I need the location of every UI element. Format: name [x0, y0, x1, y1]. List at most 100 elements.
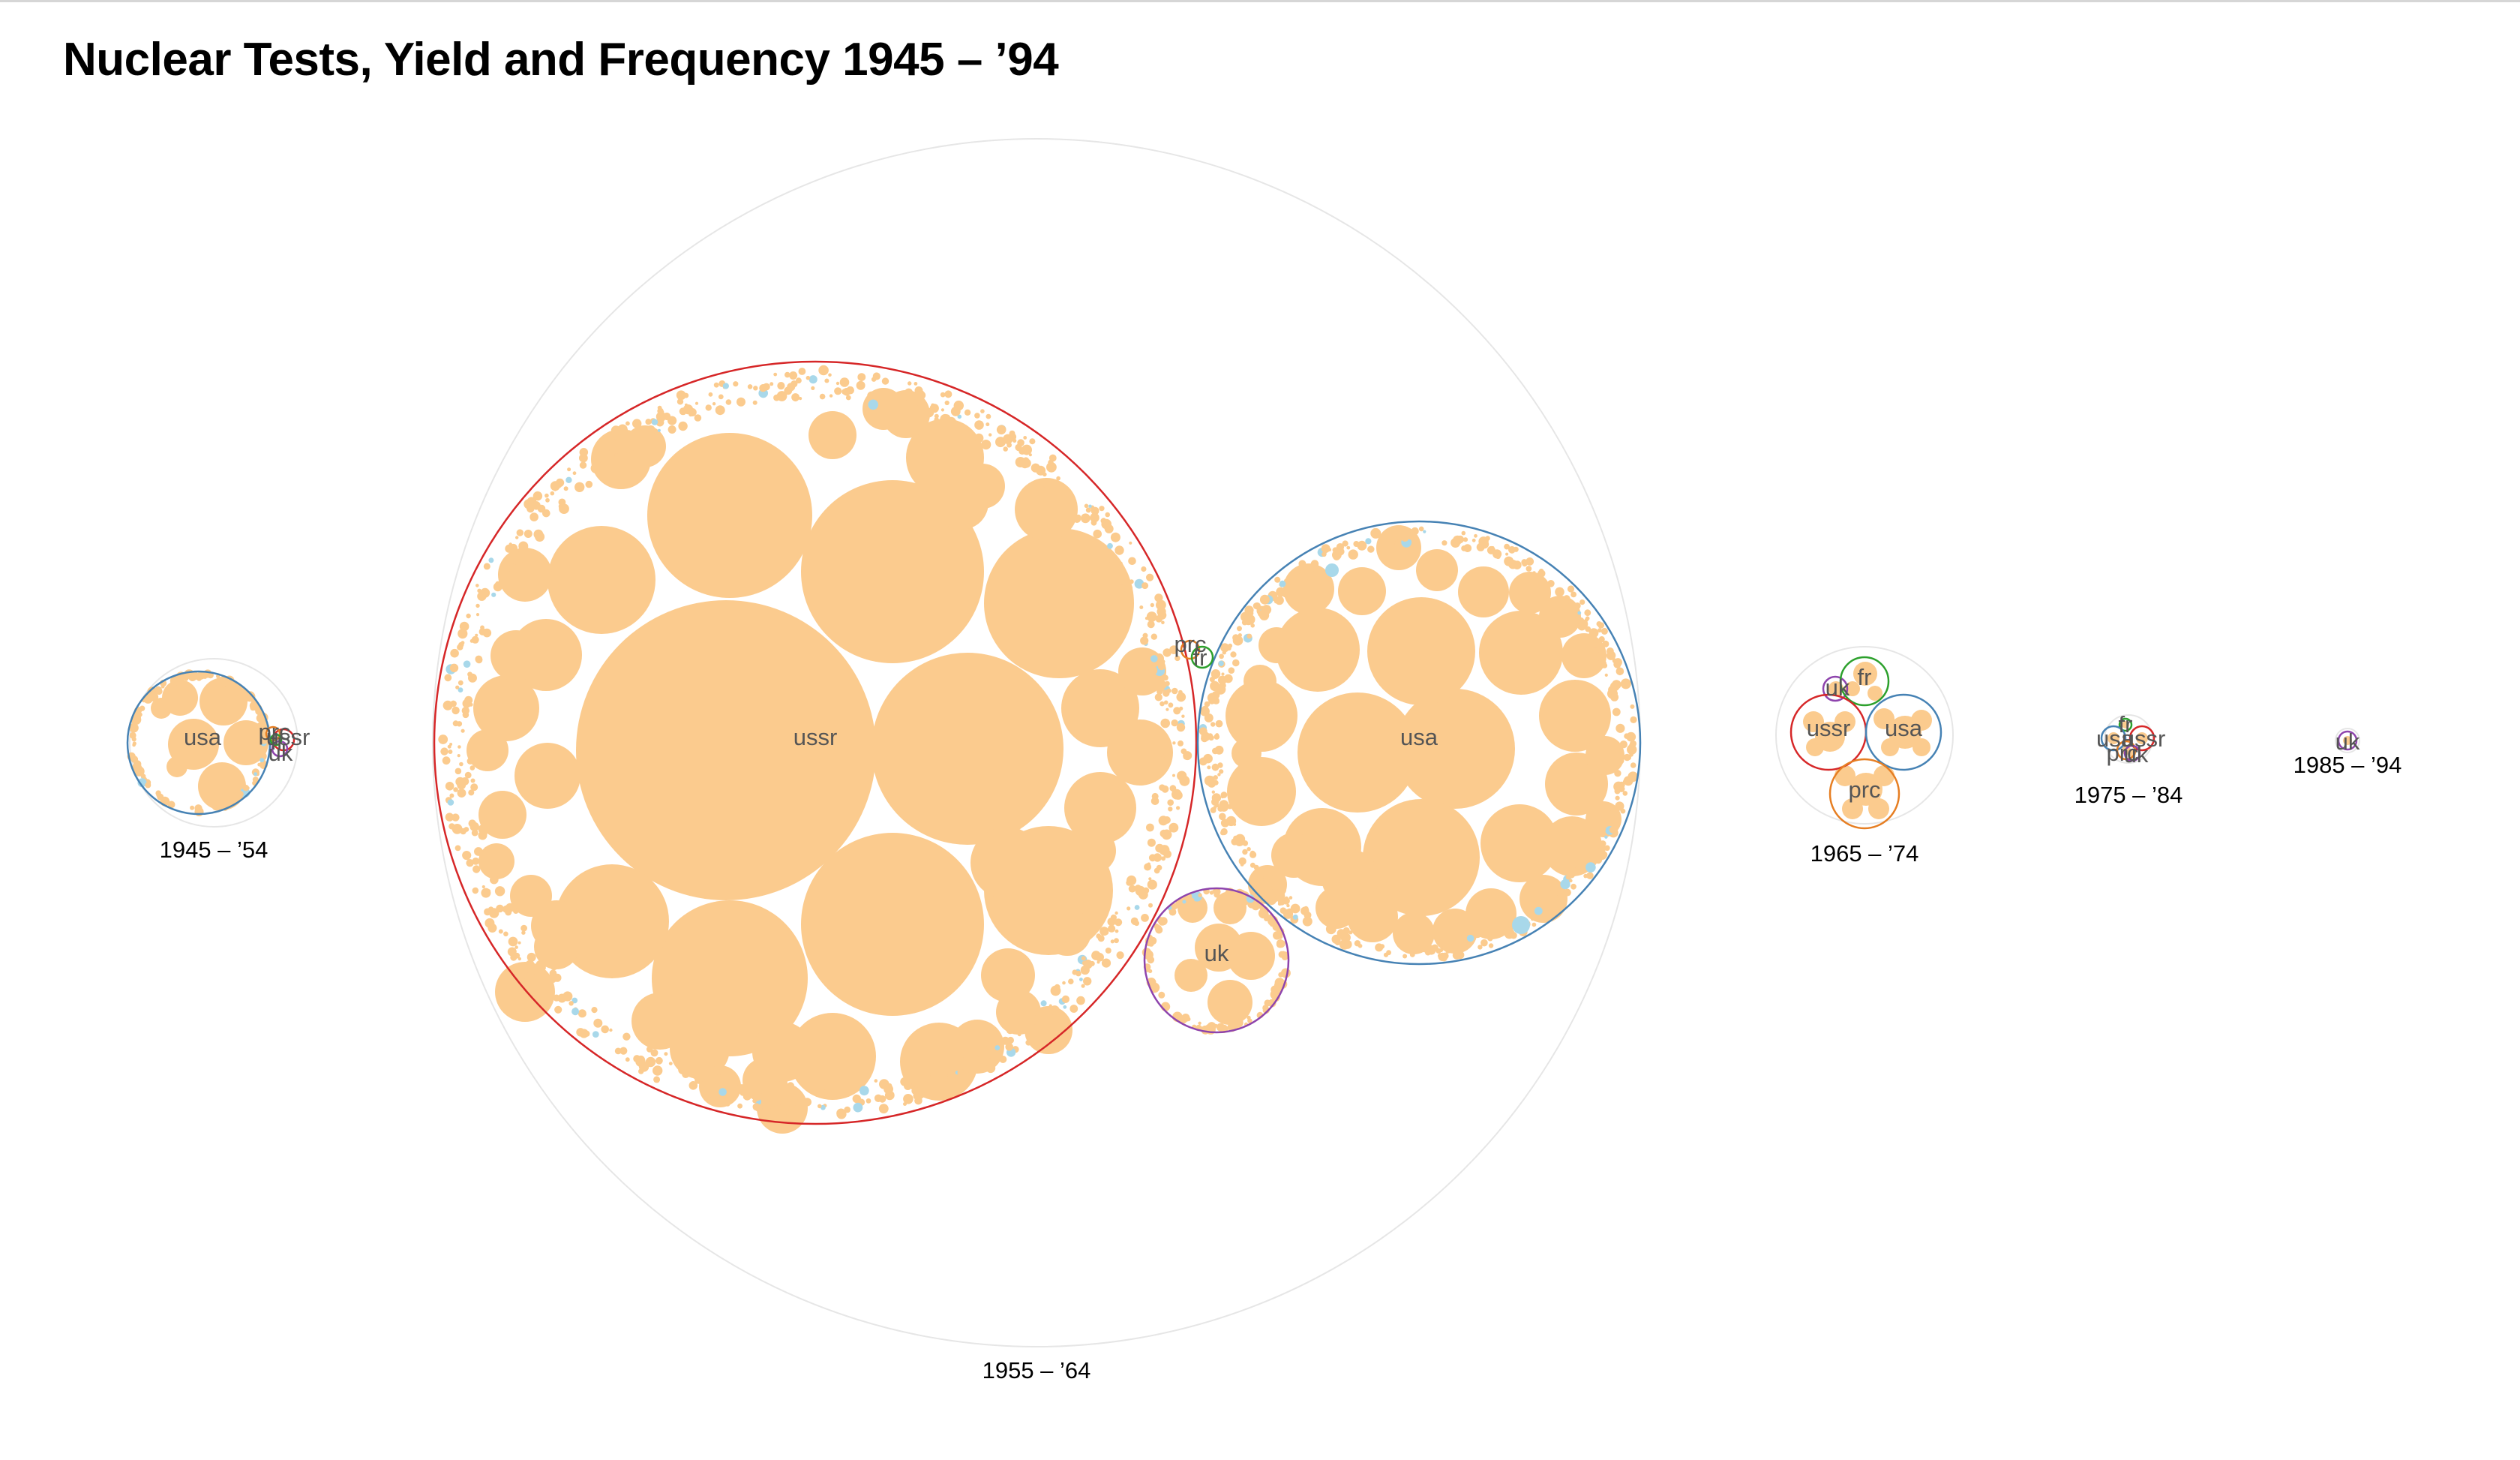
test-bubble	[1264, 1000, 1269, 1005]
test-bubble	[1485, 536, 1490, 541]
test-bubble	[1577, 611, 1582, 615]
test-bubble	[1244, 614, 1256, 625]
test-bubble	[656, 418, 664, 427]
test-bubble	[652, 900, 808, 1056]
test-bubble	[1478, 945, 1483, 950]
test-bubble	[981, 440, 992, 450]
test-bubble	[1231, 838, 1238, 846]
test-bubble	[468, 819, 476, 828]
test-bubble	[1090, 512, 1100, 523]
country-ring-usa[interactable]	[1864, 693, 1942, 771]
country-ring-prc[interactable]	[1180, 639, 1201, 660]
country-ring-prc[interactable]	[1828, 758, 1900, 830]
test-bubble	[1148, 877, 1152, 881]
country-label-usa: usa	[1885, 715, 1923, 741]
test-bubble	[1278, 951, 1286, 958]
test-bubble	[1006, 1026, 1014, 1035]
test-bubble	[940, 408, 944, 412]
test-bubble	[449, 743, 453, 746]
test-bubble	[957, 1068, 965, 1077]
test-bubble	[708, 392, 713, 397]
country-ring-prc[interactable]	[265, 725, 281, 742]
test-bubble	[960, 464, 1005, 509]
test-bubble	[808, 411, 856, 459]
test-bubble	[1454, 939, 1458, 944]
test-bubble	[1054, 984, 1060, 990]
country-ring-fr[interactable]	[2118, 717, 2133, 732]
test-bubble	[1123, 583, 1133, 593]
test-bubble	[988, 433, 992, 437]
test-bubble	[736, 397, 746, 407]
test-bubble	[1162, 761, 1166, 765]
test-bubble	[470, 778, 476, 783]
test-bubble	[442, 756, 451, 765]
test-bubble	[968, 1069, 971, 1073]
test-bubble	[1496, 554, 1501, 560]
test-bubble	[1487, 935, 1493, 942]
test-bubble	[1277, 978, 1283, 984]
test-bubble	[488, 906, 494, 912]
test-bubble	[550, 491, 555, 496]
test-bubble	[1244, 665, 1276, 698]
test-bubble	[1181, 1014, 1190, 1022]
test-bubble	[476, 656, 483, 664]
test-bubble	[559, 503, 569, 514]
test-bubble	[724, 1074, 730, 1080]
test-bubble	[1630, 716, 1637, 724]
test-bubble	[1606, 650, 1616, 660]
test-bubble	[1085, 507, 1091, 513]
test-bubble	[447, 744, 452, 749]
test-bubble	[638, 1068, 644, 1074]
test-bubble	[1076, 996, 1085, 1005]
test-bubble	[1182, 900, 1186, 904]
test-bubble	[476, 603, 480, 608]
test-bubble	[562, 991, 573, 1002]
test-bubble	[190, 805, 195, 810]
test-bubble	[1242, 849, 1248, 855]
test-bubble	[1160, 701, 1165, 707]
test-bubble	[1114, 929, 1119, 933]
country-ring-fr[interactable]	[1839, 656, 1890, 707]
test-bubble	[1139, 605, 1144, 609]
country-ring-fr[interactable]	[269, 733, 283, 747]
country-label-uk: uk	[2124, 741, 2149, 768]
test-bubble	[1161, 659, 1166, 664]
test-bubble	[1395, 689, 1515, 809]
country-ring-uk[interactable]	[1143, 887, 1290, 1034]
country-ring-uk[interactable]	[2123, 744, 2141, 762]
test-bubble	[454, 768, 462, 775]
country-ring-uk[interactable]	[271, 740, 289, 758]
test-bubble	[1354, 940, 1361, 947]
country-ring-usa[interactable]	[1196, 520, 1642, 966]
test-bubble	[1286, 903, 1290, 908]
test-bubble	[1150, 633, 1158, 640]
country-ring-fr[interactable]	[1190, 645, 1214, 669]
test-bubble	[1214, 745, 1224, 755]
test-bubble	[498, 548, 552, 602]
test-bubble	[1030, 463, 1040, 473]
test-bubble	[563, 486, 568, 491]
country-ring-uk[interactable]	[2337, 730, 2358, 751]
country-ring-ussr[interactable]	[2128, 725, 2156, 752]
test-bubble	[260, 736, 268, 744]
test-bubble	[980, 409, 985, 413]
test-bubble	[1198, 1021, 1202, 1026]
test-bubble	[950, 407, 961, 416]
country-ring-ussr[interactable]	[433, 360, 1198, 1125]
test-bubble	[894, 395, 902, 403]
test-bubble	[1560, 879, 1570, 890]
test-bubble	[1584, 609, 1592, 617]
chart-title: Nuclear Tests, Yield and Frequency 1945 …	[63, 34, 1059, 86]
test-bubble	[1198, 893, 1202, 897]
test-bubble	[1277, 940, 1286, 948]
test-bubble	[1250, 851, 1257, 858]
test-bubble	[595, 462, 604, 471]
test-bubble	[466, 859, 474, 867]
country-ring-usa[interactable]	[2100, 725, 2127, 752]
test-bubble	[1438, 948, 1444, 953]
country-ring-uk[interactable]	[1822, 675, 1849, 702]
country-ring-usa[interactable]	[126, 670, 272, 816]
country-ring-prc[interactable]	[2116, 740, 2137, 761]
test-bubble	[1264, 915, 1270, 921]
test-bubble	[556, 478, 565, 488]
